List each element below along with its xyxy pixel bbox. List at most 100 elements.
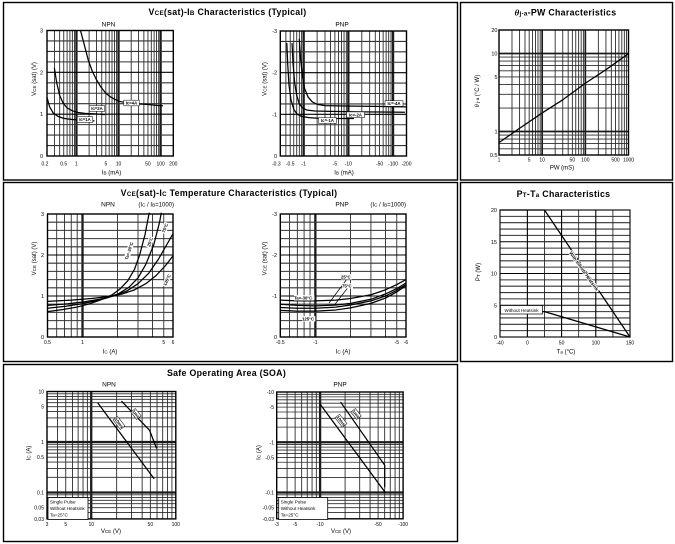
svg-text:0: 0 xyxy=(274,154,277,160)
svg-text:Ic=-4A: Ic=-4A xyxy=(387,101,400,106)
svg-text:IB (mA): IB (mA) xyxy=(102,171,121,177)
svg-text:-0.5: -0.5 xyxy=(286,162,295,168)
svg-text:Ta=-30°C: Ta=-30°C xyxy=(294,296,312,301)
svg-text:6: 6 xyxy=(172,340,175,346)
svg-text:-0.1: -0.1 xyxy=(265,491,274,497)
svg-text:Ta=25°C: Ta=25°C xyxy=(281,513,299,518)
svg-text:θ j-a (°C / W): θ j-a (°C / W) xyxy=(475,75,481,107)
svg-text:100: 100 xyxy=(156,162,165,168)
svg-text:-5: -5 xyxy=(293,522,298,528)
svg-text:-2: -2 xyxy=(272,253,277,259)
svg-text:0: 0 xyxy=(274,335,277,341)
svg-text:-10: -10 xyxy=(316,522,323,528)
svg-text:5: 5 xyxy=(104,162,107,168)
svg-text:150: 150 xyxy=(626,341,635,347)
svg-text:PNP: PNP xyxy=(335,22,348,29)
svg-text:-1: -1 xyxy=(270,440,275,446)
svg-text:125°C: 125°C xyxy=(162,274,172,287)
svg-text:10: 10 xyxy=(491,272,497,278)
svg-text:50: 50 xyxy=(559,341,565,347)
svg-text:-5: -5 xyxy=(333,162,338,168)
svg-text:-1: -1 xyxy=(301,162,306,168)
svg-text:-100: -100 xyxy=(398,522,408,528)
svg-text:IC (A): IC (A) xyxy=(336,350,351,356)
svg-text:0.5: 0.5 xyxy=(490,153,498,159)
svg-text:5: 5 xyxy=(528,158,531,164)
svg-text:25°C: 25°C xyxy=(341,275,351,280)
svg-text:-5: -5 xyxy=(270,405,275,411)
svg-text:5: 5 xyxy=(494,303,497,309)
svg-text:-0.03: -0.03 xyxy=(263,517,275,523)
svg-text:-0.5: -0.5 xyxy=(276,340,285,346)
svg-text:3: 3 xyxy=(46,522,49,528)
svg-text:-1: -1 xyxy=(313,340,318,346)
svg-text:1: 1 xyxy=(41,294,44,300)
svg-text:75°C: 75°C xyxy=(342,284,352,289)
svg-text:PT-Ta Characteristics: PT-Ta Characteristics xyxy=(517,189,611,199)
svg-text:5: 5 xyxy=(64,522,67,528)
svg-text:-10: -10 xyxy=(267,390,274,396)
svg-text:-100: -100 xyxy=(388,162,398,168)
svg-text:-0.5: -0.5 xyxy=(265,455,274,461)
svg-text:20: 20 xyxy=(491,208,497,214)
svg-text:IC (A): IC (A) xyxy=(103,350,118,356)
svg-text:Ic=-1A: Ic=-1A xyxy=(321,118,334,123)
svg-text:-0.05: -0.05 xyxy=(263,506,275,512)
svg-text:1: 1 xyxy=(41,440,44,446)
svg-text:-5: -5 xyxy=(395,340,400,346)
svg-text:1: 1 xyxy=(40,112,43,118)
svg-text:IB (mA): IB (mA) xyxy=(334,171,353,177)
svg-text:1: 1 xyxy=(81,340,84,346)
svg-text:0: 0 xyxy=(41,335,44,341)
svg-text:2: 2 xyxy=(41,253,44,259)
svg-text:0.5: 0.5 xyxy=(37,455,44,461)
svg-text:10ms: 10ms xyxy=(336,415,347,427)
svg-text:0: 0 xyxy=(494,335,497,341)
svg-text:1: 1 xyxy=(498,158,501,164)
svg-text:-3: -3 xyxy=(272,212,277,218)
svg-text:1: 1 xyxy=(494,130,497,136)
svg-text:10: 10 xyxy=(116,162,122,168)
svg-text:Ic=-2A: Ic=-2A xyxy=(349,112,362,117)
svg-text:-3: -3 xyxy=(274,522,279,528)
svg-text:-40: -40 xyxy=(496,341,503,347)
svg-text:0.03: 0.03 xyxy=(34,517,44,523)
svg-text:-1: -1 xyxy=(272,294,277,300)
svg-text:Single Pulse: Single Pulse xyxy=(50,500,76,505)
svg-text:3: 3 xyxy=(40,29,43,35)
svg-text:Single Pulse: Single Pulse xyxy=(281,500,307,505)
svg-text:VCE (V): VCE (V) xyxy=(101,529,121,535)
svg-text:1ms: 1ms xyxy=(131,409,141,419)
svg-text:Ic=1A: Ic=1A xyxy=(79,117,91,122)
svg-text:IC (A): IC (A) xyxy=(27,446,33,461)
svg-text:0.05: 0.05 xyxy=(34,506,44,512)
svg-text:PW (mS): PW (mS) xyxy=(550,165,574,171)
svg-text:VCE(sat)-IB Characteristics (T: VCE(sat)-IB Characteristics (Typical) xyxy=(149,7,307,17)
svg-text:VCE (sat) (V): VCE (sat) (V) xyxy=(263,242,269,276)
svg-text:-2: -2 xyxy=(272,71,277,77)
svg-text:200: 200 xyxy=(169,162,178,168)
svg-text:1ms: 1ms xyxy=(351,409,361,419)
svg-text:50: 50 xyxy=(570,158,576,164)
svg-text:10ms: 10ms xyxy=(114,417,125,429)
svg-text:(IC / IB=1000): (IC / IB=1000) xyxy=(370,203,406,209)
svg-text:Without Heatsink: Without Heatsink xyxy=(50,506,85,511)
svg-text:-1: -1 xyxy=(272,112,277,118)
svg-text:20: 20 xyxy=(491,28,497,34)
svg-text:1000: 1000 xyxy=(623,158,634,164)
svg-text:100: 100 xyxy=(592,341,601,347)
svg-text:10: 10 xyxy=(88,522,94,528)
svg-text:-200: -200 xyxy=(401,162,411,168)
svg-text:0: 0 xyxy=(526,341,529,347)
svg-text:100: 100 xyxy=(172,522,181,528)
svg-text:Ic=2A: Ic=2A xyxy=(91,106,103,111)
svg-text:5: 5 xyxy=(41,405,44,411)
svg-text:5: 5 xyxy=(494,75,497,81)
svg-text:0.1: 0.1 xyxy=(37,491,44,497)
svg-text:PNP: PNP xyxy=(333,382,346,389)
svg-text:10: 10 xyxy=(38,390,44,396)
svg-text:(IC / IB=1000): (IC / IB=1000) xyxy=(138,203,174,209)
svg-text:VCE(sat)-IC Temperature Charac: VCE(sat)-IC Temperature Characteristics … xyxy=(121,188,338,198)
svg-text:Ta=25°C: Ta=25°C xyxy=(50,513,68,518)
svg-text:-6: -6 xyxy=(404,340,409,346)
